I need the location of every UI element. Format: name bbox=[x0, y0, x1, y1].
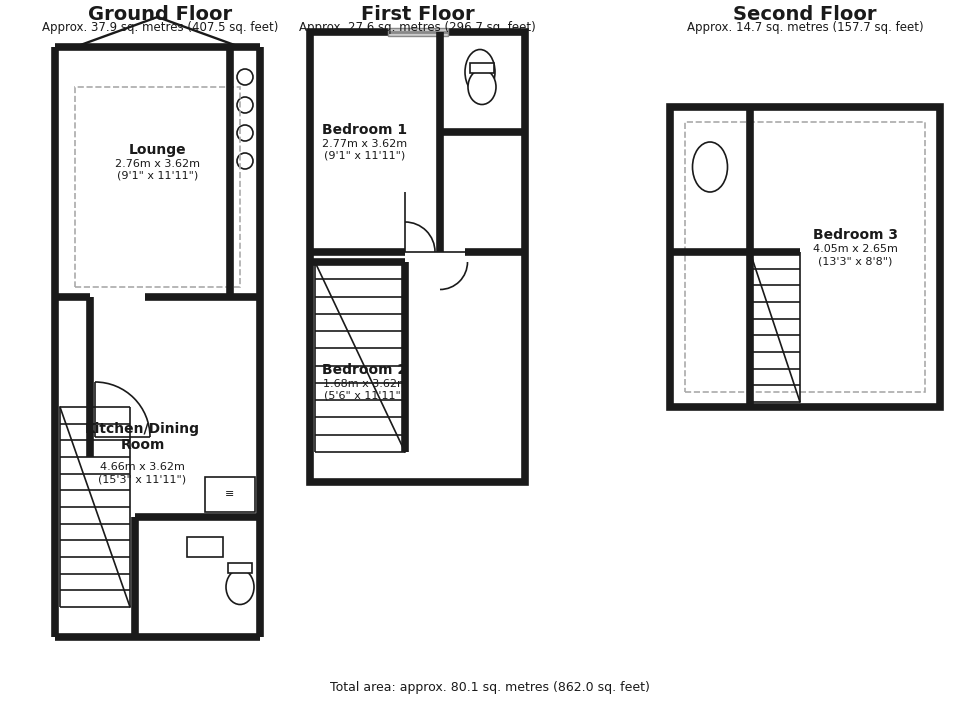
Text: Total area: approx. 80.1 sq. metres (862.0 sq. feet): Total area: approx. 80.1 sq. metres (862… bbox=[330, 681, 650, 693]
Text: Bedroom 1: Bedroom 1 bbox=[322, 123, 408, 137]
Text: Bedroom 3: Bedroom 3 bbox=[812, 228, 898, 242]
Text: 2.77m x 3.62m: 2.77m x 3.62m bbox=[322, 139, 408, 149]
Text: Kitchen/Dining
Room: Kitchen/Dining Room bbox=[85, 422, 200, 452]
Text: (9'1" x 11'11"): (9'1" x 11'11") bbox=[324, 151, 406, 161]
Text: Approx. 27.6 sq. metres (296.7 sq. feet): Approx. 27.6 sq. metres (296.7 sq. feet) bbox=[299, 21, 536, 33]
Text: Second Floor: Second Floor bbox=[733, 4, 877, 23]
Text: 2.76m x 3.62m: 2.76m x 3.62m bbox=[115, 159, 200, 169]
Text: Approx. 37.9 sq. metres (407.5 sq. feet): Approx. 37.9 sq. metres (407.5 sq. feet) bbox=[42, 21, 278, 33]
Text: 4.05m x 2.65m: 4.05m x 2.65m bbox=[812, 244, 898, 254]
Bar bbox=[685, 122, 925, 392]
Text: 1.68m x 3.62m: 1.68m x 3.62m bbox=[322, 379, 408, 389]
Bar bbox=[75, 87, 240, 287]
Ellipse shape bbox=[226, 570, 254, 604]
Bar bbox=[205, 477, 255, 512]
Text: (15'3" x 11'11"): (15'3" x 11'11") bbox=[98, 474, 186, 484]
Ellipse shape bbox=[465, 50, 495, 95]
Text: Lounge: Lounge bbox=[128, 143, 186, 157]
Text: Bedroom 2: Bedroom 2 bbox=[322, 363, 408, 377]
Ellipse shape bbox=[693, 142, 727, 192]
Bar bbox=[670, 107, 940, 407]
Bar bbox=[187, 537, 223, 557]
Text: First Floor: First Floor bbox=[361, 4, 474, 23]
Bar bbox=[387, 28, 448, 36]
Text: Approx. 14.7 sq. metres (157.7 sq. feet): Approx. 14.7 sq. metres (157.7 sq. feet) bbox=[687, 21, 923, 33]
Ellipse shape bbox=[468, 70, 496, 105]
Text: (9'1" x 11'11"): (9'1" x 11'11") bbox=[117, 171, 198, 181]
Text: (13'3" x 8'8"): (13'3" x 8'8") bbox=[818, 256, 892, 266]
Text: 4.66m x 3.62m: 4.66m x 3.62m bbox=[100, 462, 185, 472]
Text: Ground Floor: Ground Floor bbox=[88, 4, 232, 23]
Bar bbox=[228, 563, 252, 573]
Bar bbox=[310, 32, 525, 482]
Text: ≡: ≡ bbox=[225, 489, 234, 499]
Bar bbox=[470, 63, 494, 73]
Text: (5'6" x 11'11"): (5'6" x 11'11") bbox=[324, 391, 406, 401]
